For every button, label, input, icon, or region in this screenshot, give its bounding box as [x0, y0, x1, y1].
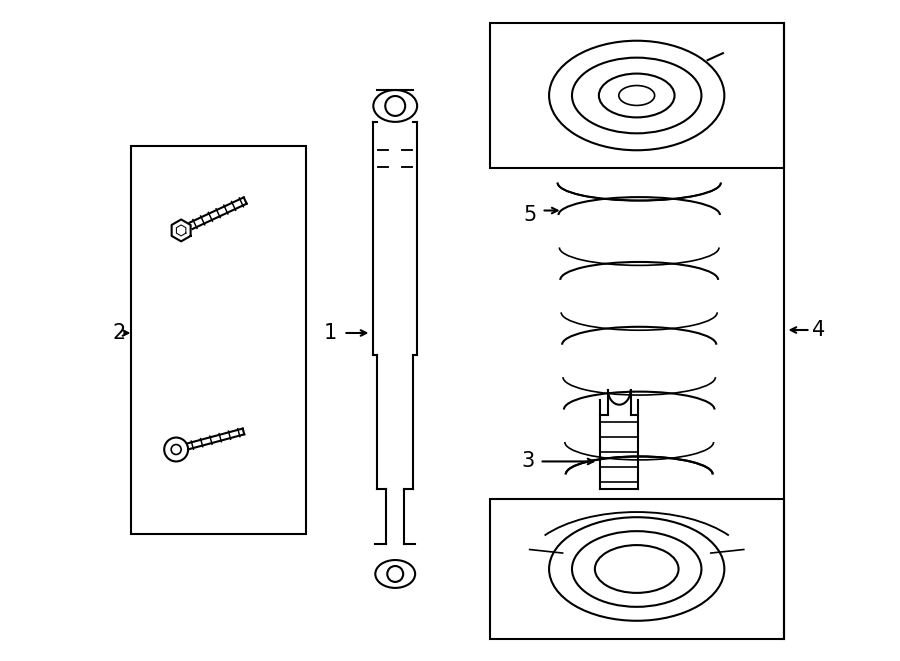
Text: 4: 4	[812, 320, 825, 340]
Text: 2: 2	[112, 323, 126, 343]
Text: 3: 3	[521, 451, 535, 471]
Bar	[131, 146, 306, 534]
Text: 5: 5	[523, 206, 536, 225]
Text: 1: 1	[324, 323, 338, 343]
Bar	[490, 499, 784, 639]
Bar	[490, 23, 784, 168]
